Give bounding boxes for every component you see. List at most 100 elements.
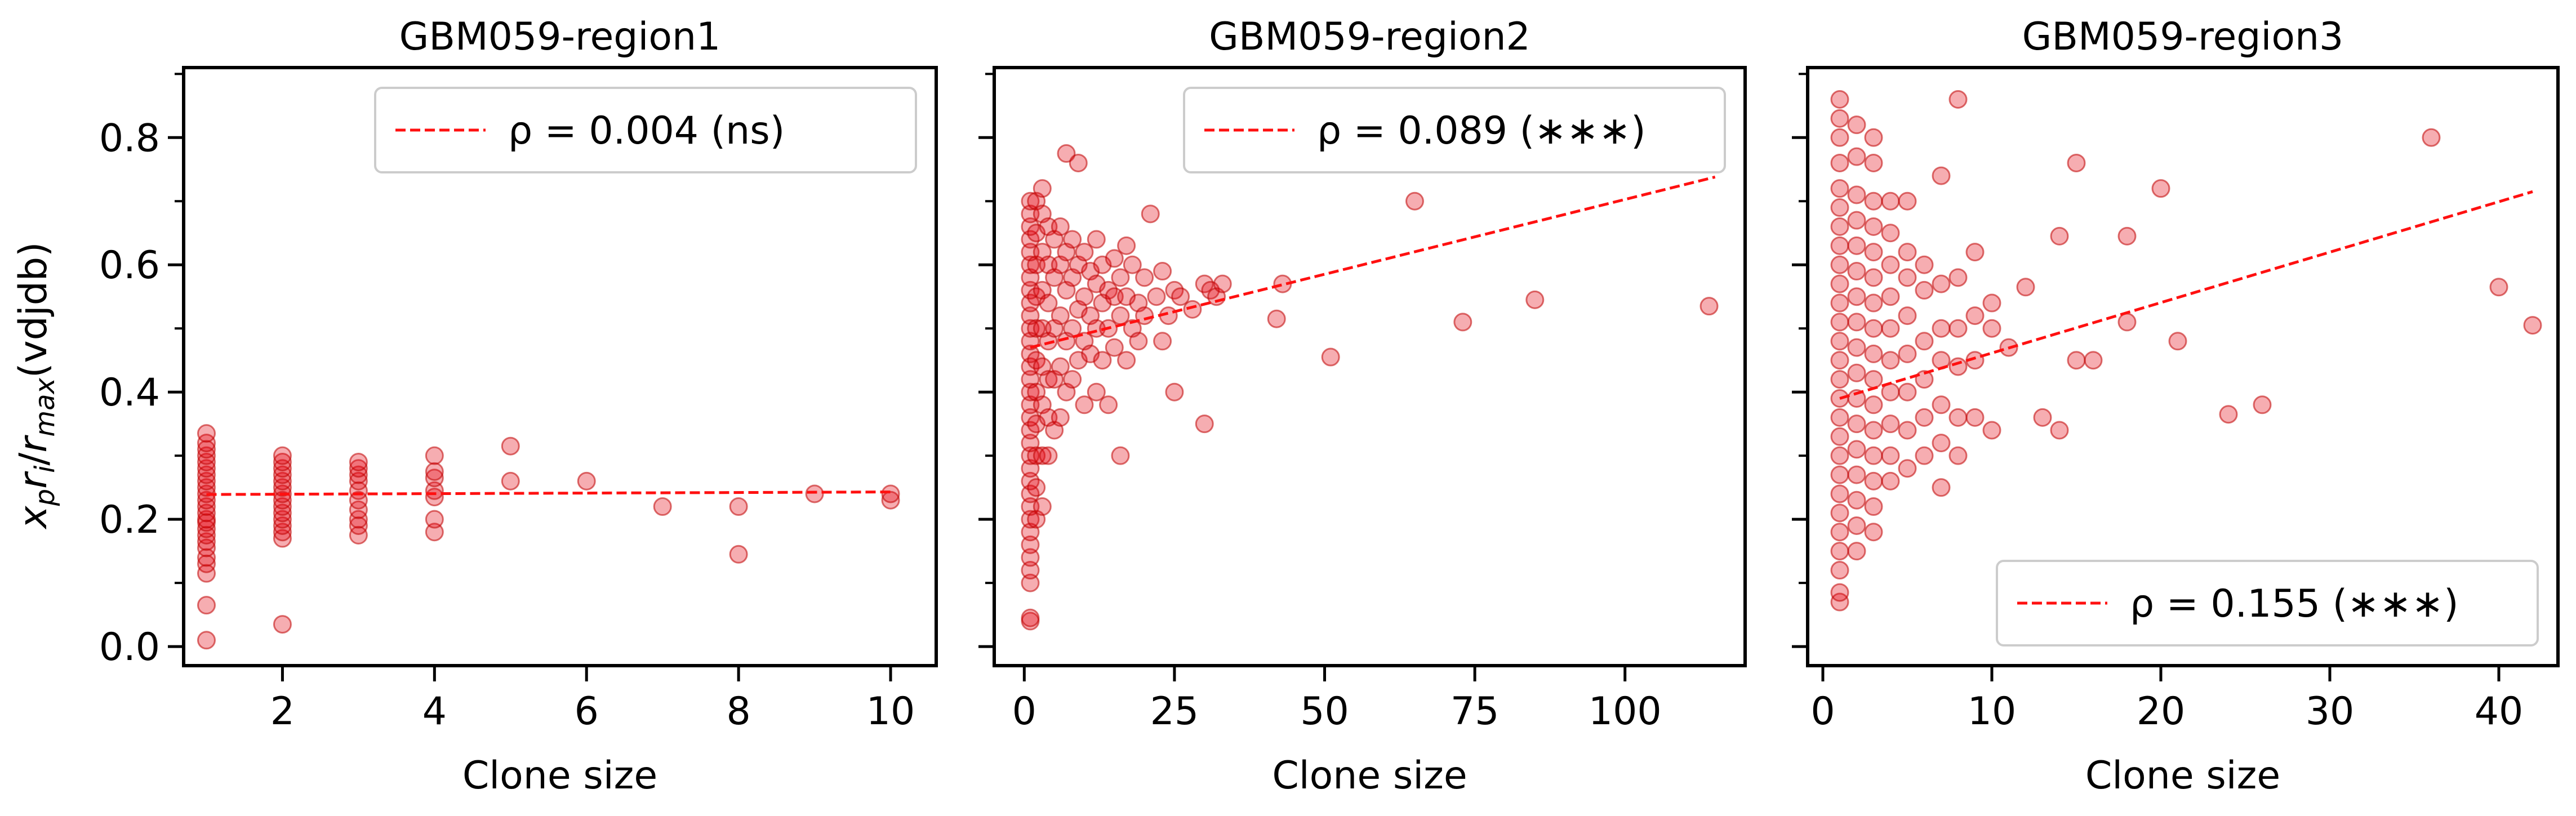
data-point (349, 465, 368, 484)
data-point (1033, 446, 1052, 465)
data-point (729, 497, 748, 516)
data-point (1982, 293, 2001, 313)
data-point (2489, 278, 2508, 297)
data-point (197, 554, 216, 573)
data-point (1830, 542, 1849, 561)
x-tick-label: 8 (726, 689, 750, 734)
data-point (349, 516, 368, 535)
data-point (1932, 319, 1951, 338)
scatter-points (197, 424, 900, 650)
data-point (273, 516, 292, 535)
data-point (425, 510, 444, 529)
data-point (1881, 351, 1900, 370)
data-point (1051, 306, 1070, 325)
data-point (1864, 421, 1883, 440)
data-point (197, 434, 216, 453)
data-point (1117, 351, 1136, 370)
data-point (2067, 351, 2086, 370)
subplot-gbm059-region3: GBM059-region3 0 10 20 30 40 Clone size ρ = 0.1… (1792, 15, 2560, 798)
data-point (349, 510, 368, 529)
data-point (1063, 370, 1082, 389)
x-axis-label: Clone size (462, 753, 657, 798)
data-point (273, 478, 292, 497)
x-tick-label: 6 (575, 689, 599, 734)
data-point (1932, 395, 1951, 414)
data-point (1267, 309, 1286, 328)
data-point (1111, 268, 1130, 287)
data-point (1847, 491, 1866, 510)
data-point (1213, 274, 1232, 293)
x-axis-label: Clone size (1272, 753, 1467, 798)
data-point (1948, 357, 1968, 376)
scatter-points (1021, 144, 1719, 631)
data-point (1830, 217, 1849, 236)
legend: ρ = 0.155 (∗∗∗) (1996, 560, 2539, 646)
data-point (1847, 262, 1866, 281)
data-point (1105, 338, 1124, 357)
data-point (1881, 191, 1900, 211)
x-tick-label: 25 (1150, 689, 1199, 734)
data-point (1111, 446, 1130, 465)
data-point (1830, 255, 1849, 274)
data-point (349, 459, 368, 478)
data-point (1830, 351, 1849, 370)
data-point (197, 532, 216, 551)
data-point (1021, 548, 1040, 567)
data-point (1051, 217, 1070, 236)
data-point (1039, 446, 1058, 465)
data-point (1864, 268, 1883, 287)
data-point (1021, 573, 1040, 592)
data-point (1183, 300, 1202, 319)
data-point (1948, 268, 1968, 287)
data-point (1932, 166, 1951, 185)
data-point (197, 424, 216, 443)
scatter-points (1830, 90, 2542, 612)
data-point (1027, 319, 1046, 338)
legend-label: ρ = 0.155 (∗∗∗) (2130, 582, 2459, 626)
data-point (1123, 255, 1142, 274)
data-point (1847, 287, 1866, 306)
data-point (1021, 561, 1040, 580)
data-point (1075, 287, 1094, 306)
y-axis-label: xpri/rmax(vdjdb) (11, 242, 61, 529)
data-point (349, 525, 368, 545)
data-point (2067, 153, 2086, 172)
data-point (1948, 408, 1968, 427)
data-point (1881, 319, 1900, 338)
legend-box (374, 87, 917, 173)
data-point (1453, 313, 1472, 332)
data-point (1881, 255, 1900, 274)
data-point (1021, 535, 1040, 554)
data-point (1830, 236, 1849, 255)
data-point (1864, 217, 1883, 236)
data-point (197, 548, 216, 567)
data-point (1864, 191, 1883, 211)
x-tick-label: 10 (866, 689, 915, 734)
data-point (1830, 583, 1849, 602)
data-point (197, 525, 216, 545)
data-point (1087, 382, 1106, 402)
data-point (197, 497, 216, 516)
data-point (1965, 408, 1985, 427)
y-tick-label: 0.0 (99, 625, 160, 670)
data-point (1864, 319, 1883, 338)
data-point (1915, 408, 1934, 427)
data-point (1830, 427, 1849, 446)
x-tick-label: 75 (1451, 689, 1500, 734)
data-point (1075, 395, 1094, 414)
data-point (1321, 347, 1340, 367)
data-point (349, 491, 368, 510)
x-tick-label: 100 (1589, 689, 1662, 734)
data-point (1093, 351, 1112, 370)
data-point (881, 491, 900, 510)
y-tick-label: 0.2 (99, 498, 160, 542)
data-point (1141, 204, 1160, 224)
data-point (1021, 382, 1040, 402)
data-point (425, 462, 444, 481)
data-point (2050, 421, 2069, 440)
data-point (197, 491, 216, 510)
data-point (1039, 293, 1058, 313)
data-point (197, 519, 216, 538)
data-point (1965, 243, 1985, 262)
x-tick-label: 50 (1300, 689, 1349, 734)
